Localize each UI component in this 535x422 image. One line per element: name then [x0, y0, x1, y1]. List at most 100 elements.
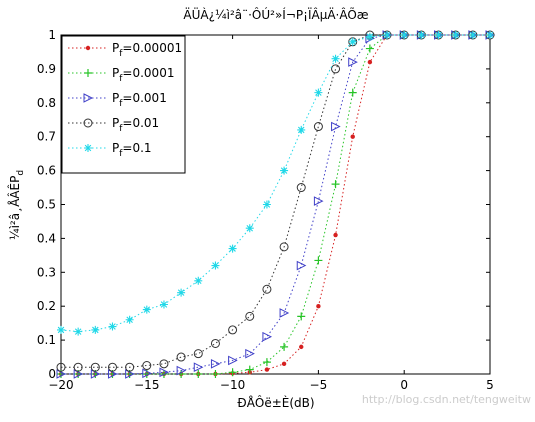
- marker-circle: [313, 122, 323, 132]
- marker-circle: [245, 311, 255, 321]
- marker-triangle: [296, 260, 307, 271]
- marker-triangle: [279, 308, 290, 318]
- y-tick-label: 0.6: [37, 164, 56, 178]
- legend-label-name: P: [112, 141, 119, 155]
- legend-entry: Pf=0.01: [68, 116, 159, 134]
- marker-circle: [228, 325, 238, 335]
- y-tick-label: 0.3: [37, 265, 56, 279]
- y-tick-label: 0: [48, 367, 56, 381]
- marker-circle: [159, 359, 169, 369]
- x-tick-label: −10: [220, 378, 245, 392]
- marker-star: [383, 31, 392, 39]
- legend-label-subscript: f: [119, 74, 123, 84]
- y-tick-label: 0.9: [37, 62, 56, 76]
- marker-triangle: [107, 369, 118, 379]
- y-tick-label: 0.5: [37, 198, 56, 212]
- marker-star: [74, 327, 83, 336]
- marker-dot: [299, 344, 304, 350]
- marker-circle: [56, 362, 66, 372]
- marker-circle: [125, 362, 135, 372]
- marker-star: [451, 31, 460, 39]
- marker-dot: [367, 59, 373, 65]
- legend-label-value: =0.00001: [122, 41, 182, 55]
- marker-triangle: [228, 355, 238, 366]
- marker-star: [331, 54, 340, 63]
- marker-plus: [365, 44, 374, 53]
- marker-triangle: [348, 57, 358, 67]
- marker-dot: [281, 361, 287, 367]
- marker-star: [228, 244, 237, 253]
- legend-label: Pf=0.1: [112, 141, 152, 159]
- legend-label-value: =0.001: [122, 91, 166, 105]
- y-axis-label: ¼ì²â¸ÅÂÊP: [7, 176, 22, 240]
- marker-star: [125, 315, 134, 324]
- marker-star: [91, 325, 100, 334]
- marker-triangle: [56, 369, 67, 379]
- marker-circle: [142, 361, 152, 371]
- x-tick-label: −20: [48, 378, 73, 392]
- marker-star: [159, 300, 168, 309]
- marker-star: [245, 224, 254, 233]
- marker-star: [314, 88, 323, 97]
- marker-plus: [211, 370, 220, 378]
- legend-label-name: P: [112, 116, 119, 130]
- marker-circle: [83, 118, 93, 128]
- marker-dot: [316, 304, 321, 309]
- marker-triangle: [313, 196, 324, 206]
- marker-star: [434, 31, 443, 39]
- legend-label-value: =0.1: [122, 141, 151, 155]
- marker-circle: [193, 349, 203, 359]
- legend-entry: Pf=0.001: [68, 91, 167, 109]
- marker-dot: [333, 232, 338, 238]
- marker-triangle: [142, 368, 152, 379]
- y-tick-label: 0.4: [37, 231, 56, 245]
- series-5: [57, 31, 494, 336]
- marker-circle: [176, 352, 186, 362]
- marker-star: [297, 125, 306, 134]
- marker-star: [142, 305, 151, 314]
- plot-area: −20 −15 −10 −5 0 5 0 0.1 0.2 0.3 0.4 0.5 0.6 0.7 0.8 0.…: [37, 28, 496, 392]
- marker-plus: [84, 69, 92, 77]
- legend-label-subscript: f: [119, 49, 123, 59]
- marker-plus: [262, 358, 271, 367]
- y-tick-label: 1: [48, 28, 56, 42]
- marker-plus: [280, 342, 289, 351]
- legend-label-value: =0.01: [122, 116, 159, 130]
- legend-box: [61, 35, 186, 174]
- y-tick-label: 0.1: [37, 333, 56, 347]
- x-axis-label: ÐÅÔë±È(dB): [237, 395, 314, 410]
- marker-plus: [194, 370, 203, 378]
- svg-text:¼ì²â¸ÅÂÊPd: ¼ì²â¸ÅÂÊPd: [7, 170, 26, 240]
- legend-label-subscript: f: [119, 149, 123, 159]
- marker-star: [365, 32, 374, 41]
- y-tick-label: 0.2: [37, 299, 56, 313]
- marker-triangle: [90, 369, 101, 379]
- marker-circle: [262, 284, 272, 294]
- legend-entry: Pf=0.1: [68, 141, 152, 159]
- marker-plus: [228, 368, 237, 377]
- legend-label-value: =0.0001: [122, 66, 174, 80]
- marker-star: [400, 31, 409, 39]
- marker-star: [486, 31, 494, 39]
- marker-star: [468, 31, 477, 39]
- marker-plus: [245, 365, 254, 374]
- marker-star: [262, 200, 271, 209]
- marker-circle: [210, 338, 220, 348]
- legend-label: Pf=0.01: [112, 116, 159, 134]
- watermark: http://blog.csdn.net/tengweitw: [362, 393, 531, 406]
- legend-entry: Pf=0.00001: [68, 41, 182, 59]
- marker-triangle: [210, 359, 221, 369]
- legend-label-subscript: f: [119, 99, 123, 109]
- marker-star: [108, 322, 117, 331]
- marker-triangle: [245, 348, 255, 359]
- y-axis-label-group: ¼ì²â¸ÅÂÊPd: [7, 170, 26, 240]
- marker-circle: [279, 242, 289, 252]
- marker-star: [348, 37, 357, 46]
- marker-triangle: [73, 369, 84, 379]
- legend-label: Pf=0.001: [112, 91, 167, 109]
- series-3: [56, 30, 496, 379]
- marker-triangle: [176, 365, 187, 376]
